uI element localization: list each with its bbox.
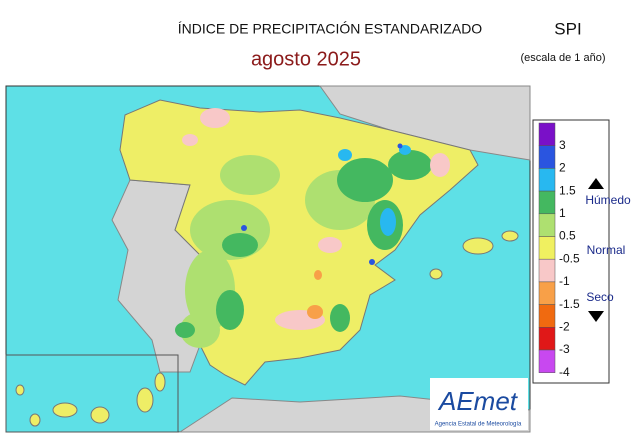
canarias	[15, 372, 166, 427]
subtitle: agosto 2025	[251, 48, 361, 70]
legend-label: 2	[559, 161, 566, 175]
legend-label: 1.5	[559, 183, 576, 197]
wet-arrow	[588, 178, 604, 189]
legend-label: -1.5	[559, 297, 580, 311]
green-areas	[175, 150, 432, 338]
legend-label: 1	[559, 206, 566, 220]
legend-label: -3	[559, 342, 570, 356]
legend-label: -1	[559, 274, 570, 288]
legend-label: 3	[559, 138, 566, 152]
legend-swatch	[538, 190, 556, 215]
title: ÍNDICE DE PRECIPITACIÓN ESTANDARIZADO	[178, 21, 483, 37]
legend-swatch	[538, 281, 556, 305]
orange-areas	[307, 270, 323, 319]
legend-swatch	[538, 145, 556, 169]
canarias-inset	[5, 354, 179, 433]
map: AEmet Agencia Estatal de Meteorología	[5, 85, 531, 433]
legend-swatch	[538, 327, 556, 351]
blue-spots	[241, 143, 403, 265]
balearics	[429, 230, 519, 280]
legend-swatch	[538, 168, 556, 192]
logo-box	[430, 378, 528, 430]
legend-swatch	[538, 304, 556, 328]
legend-swatch	[538, 213, 556, 237]
legend-swatch	[538, 258, 556, 283]
light-green-areas	[180, 155, 375, 348]
dry-label: Seco	[586, 290, 614, 304]
wet-label: Húmedo	[585, 193, 631, 207]
legend-label: -0.5	[559, 251, 580, 265]
legend-swatch	[538, 122, 556, 146]
legend-label: 0.5	[559, 229, 576, 243]
logo-name: AEmet	[437, 386, 519, 416]
logo-caption: Agencia Estatal de Meteorología	[435, 422, 522, 428]
legend: 3 2 1.5 1 0.5 -0.5 -1 -1.5 -2 -3 -4	[538, 122, 580, 379]
legend-swatch	[538, 236, 556, 260]
legend-swatch	[538, 349, 556, 373]
index-scale: (escala de 1 año)	[521, 52, 606, 64]
legend-label: -4	[559, 365, 570, 379]
legend-label: -2	[559, 319, 570, 333]
normal-label: Normal	[587, 243, 626, 257]
index-name: SPI	[554, 19, 581, 38]
dry-arrow	[588, 311, 604, 322]
